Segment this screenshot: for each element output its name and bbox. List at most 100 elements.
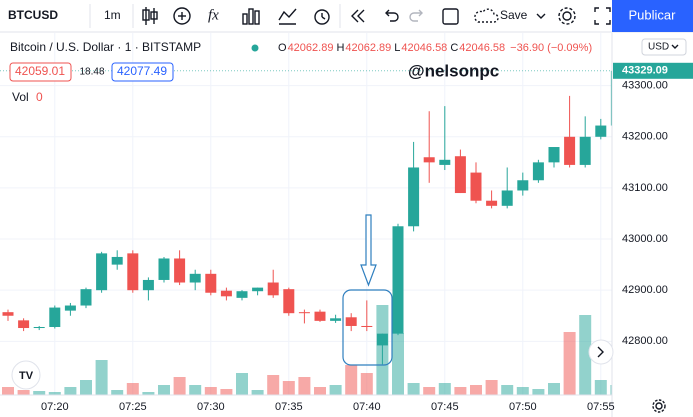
volume-bar — [563, 332, 576, 395]
settings-icon[interactable] — [558, 7, 576, 25]
volume-bar — [80, 380, 92, 395]
ohlc-value: 42046.58 — [401, 42, 447, 54]
volume-bar — [298, 377, 311, 395]
volume-bar — [251, 390, 264, 395]
candle-body — [470, 172, 482, 201]
candle-body — [33, 326, 45, 329]
gear-icon[interactable] — [652, 399, 666, 413]
x-tick-label: 07:25 — [119, 401, 147, 413]
vol-value: 0 — [36, 90, 43, 104]
candle-body — [298, 312, 310, 314]
volume-bar — [532, 389, 545, 395]
y-tick-label: 43300.00 — [622, 80, 668, 92]
volume-bar — [392, 333, 404, 395]
volume-bar — [189, 385, 202, 395]
ask-box[interactable] — [111, 62, 174, 82]
save-button[interactable]: Save — [500, 8, 528, 22]
candle-body — [236, 291, 248, 298]
candle-body — [158, 258, 170, 280]
interval[interactable]: 1m — [104, 8, 121, 22]
candle-body — [252, 287, 264, 292]
template-icon[interactable] — [242, 8, 260, 25]
bid: 42059.01 — [15, 64, 65, 78]
volume-bar — [204, 387, 217, 395]
x-tick-label: 07:30 — [197, 401, 225, 413]
cloud-icon[interactable] — [474, 8, 499, 23]
volume-bar — [33, 391, 46, 395]
x-tick-label: 07:45 — [431, 401, 459, 413]
scroll-arrow[interactable] — [597, 346, 604, 358]
save-dropdown[interactable] — [536, 13, 546, 19]
publish-button[interactable] — [612, 0, 693, 32]
scroll-button[interactable] — [588, 339, 614, 365]
y-tick-label: 43200.00 — [622, 131, 668, 143]
candle-icon[interactable] — [142, 7, 158, 25]
indicator-add-icon[interactable] — [173, 7, 191, 25]
watermark: @nelsonpc — [408, 61, 499, 80]
candle-body — [392, 226, 404, 334]
vol-label: Vol — [12, 90, 29, 104]
price-axis — [612, 33, 693, 417]
currency-dropdown[interactable] — [671, 44, 679, 49]
x-tick-label: 07:20 — [41, 401, 69, 413]
ohlc: O 42062.89 H 42062.89 L 42046.58 C 42046.58 −36.… — [278, 42, 592, 54]
x-tick-label: 07:50 — [509, 401, 537, 413]
volume-bar — [360, 373, 373, 395]
volume-bar — [329, 385, 342, 395]
arrow-annotation — [360, 214, 377, 287]
candle-body — [532, 162, 544, 181]
candle-body — [579, 136, 591, 165]
candle-body — [517, 180, 529, 191]
candle-body — [548, 147, 560, 163]
candle-body — [267, 282, 279, 296]
volume-bar — [314, 387, 326, 395]
x-tick-label: 07:40 — [353, 401, 381, 413]
redo-icon[interactable] — [409, 9, 423, 22]
candle-body — [564, 136, 576, 165]
volume-bar — [17, 390, 30, 395]
fx-icon[interactable]: fx — [208, 7, 219, 23]
layout-icon[interactable] — [442, 8, 459, 25]
svg-text:TV: TV — [19, 370, 34, 382]
currency-select[interactable] — [641, 38, 687, 56]
fullscreen-icon[interactable] — [594, 7, 611, 25]
ohlc-value: 42062.89 — [345, 42, 391, 54]
volume-bar — [95, 360, 108, 395]
symbol[interactable]: BTCUSD — [8, 8, 58, 22]
volume-bar — [485, 380, 498, 395]
x-tick-label: 07:55 — [587, 401, 615, 413]
ohlc-value: 42062.89 — [288, 42, 334, 54]
bid-box[interactable] — [9, 62, 72, 82]
publish-label[interactable]: Publicar — [629, 7, 677, 22]
volume-bar — [594, 380, 607, 395]
candle-body — [595, 125, 607, 137]
volume-bar — [548, 383, 560, 395]
volume-bar — [470, 385, 482, 395]
tv-logo: TV — [11, 360, 41, 390]
candle-body — [127, 253, 139, 291]
volume-bar — [345, 365, 358, 395]
volume-bar — [267, 375, 280, 395]
replay-icon[interactable] — [351, 9, 365, 23]
compare-icon[interactable] — [278, 8, 297, 25]
last-price-badge — [613, 62, 693, 79]
volume-bar — [516, 387, 529, 395]
spread: 18.48 — [79, 67, 104, 78]
volume-bar — [579, 315, 592, 395]
y-tick-label: 42800.00 — [622, 335, 668, 347]
toolbar — [0, 0, 693, 32]
ask: 42077.49 — [117, 64, 167, 78]
alert-icon[interactable] — [314, 9, 330, 25]
candle-body — [314, 311, 326, 321]
candle-body — [423, 157, 435, 163]
undo-icon[interactable] — [385, 9, 399, 22]
candle-body — [439, 159, 451, 165]
volume-bar — [173, 377, 186, 395]
candle-body — [330, 318, 342, 321]
candle-body — [80, 289, 92, 306]
currency[interactable]: USD — [648, 42, 669, 53]
volume-bar — [64, 387, 77, 395]
candle-body — [96, 253, 108, 291]
volume-bar — [454, 387, 467, 395]
volume-bar — [423, 387, 436, 395]
